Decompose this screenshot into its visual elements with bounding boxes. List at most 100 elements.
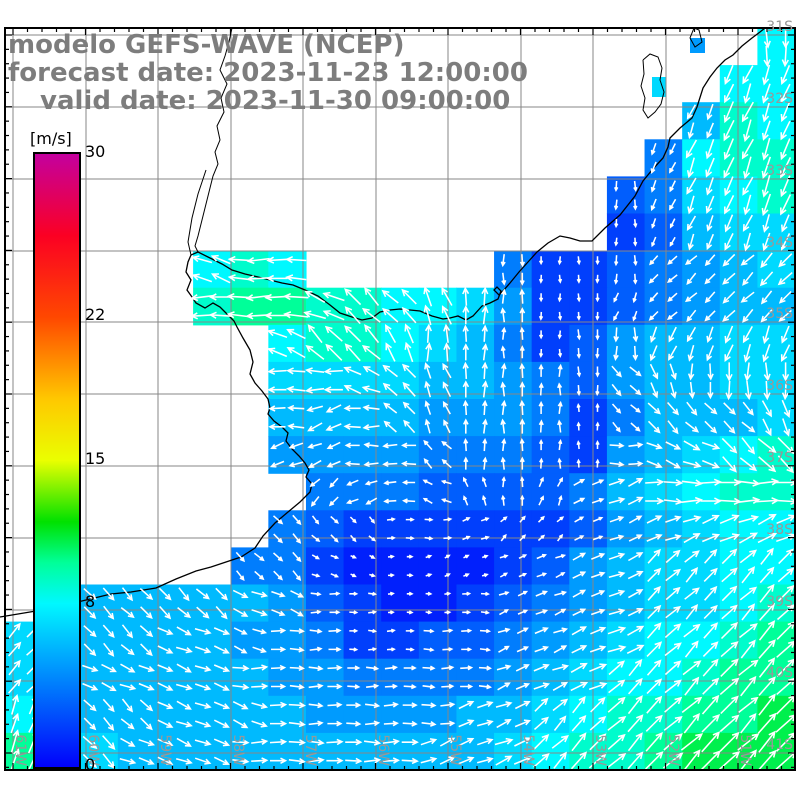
wind-arrow bbox=[361, 385, 381, 393]
wind-arrow bbox=[8, 622, 21, 639]
wind-arrow bbox=[555, 554, 567, 559]
wind-arrow bbox=[401, 288, 417, 305]
wind-arrow bbox=[481, 305, 489, 325]
map-frame bbox=[4, 27, 796, 771]
wind-arrow bbox=[213, 627, 231, 636]
wind-arrow bbox=[441, 458, 452, 469]
wind-arrow bbox=[194, 646, 212, 654]
wind-arrow bbox=[614, 237, 619, 247]
wind-arrow bbox=[742, 271, 754, 286]
wind-arrow bbox=[758, 676, 776, 696]
wind-arrow bbox=[780, 194, 792, 216]
wind-arrow bbox=[718, 478, 742, 487]
wind-arrow bbox=[420, 756, 438, 764]
wind-arrow bbox=[514, 737, 532, 747]
wind-arrow bbox=[519, 418, 526, 434]
wind-arrow bbox=[120, 606, 135, 619]
wave-speed-cell bbox=[193, 621, 232, 660]
wind-arrow bbox=[310, 496, 320, 507]
wind-arrow bbox=[444, 554, 451, 559]
wind-arrow bbox=[762, 325, 770, 345]
wind-arrow bbox=[630, 422, 641, 432]
wind-arrow bbox=[573, 497, 586, 505]
wave-speed-cell bbox=[230, 250, 269, 289]
wind-arrow bbox=[120, 663, 136, 673]
wind-arrow bbox=[647, 420, 661, 434]
wind-arrow bbox=[269, 738, 288, 746]
wind-arrow bbox=[683, 440, 701, 451]
wind-arrow bbox=[139, 588, 154, 601]
wind-arrow bbox=[310, 591, 322, 597]
wind-arrow bbox=[121, 624, 134, 639]
wind-arrow bbox=[194, 665, 212, 672]
wind-arrow bbox=[420, 738, 438, 746]
wind-arrow bbox=[646, 659, 662, 676]
wind-arrow bbox=[777, 584, 795, 602]
wind-arrow bbox=[571, 732, 587, 752]
wind-arrow bbox=[514, 719, 531, 728]
wind-arrow bbox=[609, 515, 625, 523]
wind-arrow bbox=[534, 697, 549, 712]
wind-arrow bbox=[363, 442, 379, 448]
wind-arrow bbox=[194, 702, 212, 710]
wind-arrow bbox=[683, 712, 700, 734]
wind-arrow bbox=[233, 719, 249, 729]
wave-speed-cell bbox=[381, 324, 420, 363]
wind-arrow bbox=[702, 533, 721, 543]
wind-arrow bbox=[500, 288, 507, 304]
wave-speed-cell bbox=[343, 584, 382, 623]
wind-arrow bbox=[665, 515, 682, 523]
wind-arrow bbox=[595, 256, 600, 266]
wind-arrow bbox=[194, 739, 212, 747]
wind-arrow bbox=[306, 405, 324, 413]
wind-arrow bbox=[608, 589, 626, 598]
wind-arrow bbox=[519, 437, 525, 452]
wind-arrow bbox=[738, 514, 760, 523]
wave-speed-cell bbox=[682, 473, 721, 511]
wind-arrow bbox=[552, 698, 569, 712]
wind-arrow bbox=[441, 286, 453, 306]
wind-arrow bbox=[557, 438, 563, 451]
wind-arrow bbox=[82, 682, 99, 691]
wind-arrow bbox=[270, 441, 285, 450]
wind-arrow bbox=[479, 647, 492, 652]
axis-labels: 31S 32S 33S 34S 35S 36S 37S 38S 39S 40S 41S 61W 60W 5… bbox=[12, 19, 793, 766]
wind-arrow bbox=[350, 554, 357, 559]
wave-speed-cell bbox=[494, 547, 533, 586]
wind-arrow bbox=[325, 404, 342, 413]
wind-arrow bbox=[741, 566, 756, 584]
wind-arrow bbox=[613, 311, 620, 322]
wind-arrow bbox=[591, 552, 606, 560]
wind-arrow bbox=[157, 645, 174, 654]
wind-arrow bbox=[233, 607, 249, 617]
wind-arrow bbox=[630, 404, 641, 413]
wind-arrow bbox=[536, 553, 547, 560]
wind-arrow bbox=[595, 458, 600, 468]
wind-arrow bbox=[702, 641, 719, 657]
wind-arrow bbox=[706, 122, 715, 139]
wind-arrow bbox=[757, 532, 778, 544]
wind-arrow bbox=[591, 590, 606, 598]
wind-arrow bbox=[683, 623, 701, 638]
wind-arrow bbox=[103, 605, 115, 620]
wind-arrow bbox=[706, 326, 714, 344]
wind-arrow bbox=[724, 65, 734, 85]
wind-arrow bbox=[570, 662, 588, 673]
wind-arrow bbox=[322, 310, 345, 321]
wind-arrow bbox=[287, 423, 305, 430]
wave-speed-cell bbox=[569, 324, 608, 363]
wind-arrow bbox=[553, 715, 567, 731]
wind-arrow bbox=[364, 757, 382, 764]
wind-arrow bbox=[402, 702, 418, 708]
wind-arrow bbox=[308, 665, 324, 672]
wind-arrow bbox=[251, 609, 268, 617]
wind-arrow bbox=[347, 684, 361, 690]
wind-arrow bbox=[723, 119, 735, 142]
wind-arrow bbox=[650, 142, 657, 156]
wave-speed-cell bbox=[682, 213, 721, 252]
wind-arrow bbox=[700, 750, 721, 770]
wind-arrow bbox=[423, 647, 435, 652]
wind-arrow bbox=[743, 156, 752, 180]
wind-arrow bbox=[481, 399, 488, 416]
wind-arrow bbox=[742, 214, 753, 232]
